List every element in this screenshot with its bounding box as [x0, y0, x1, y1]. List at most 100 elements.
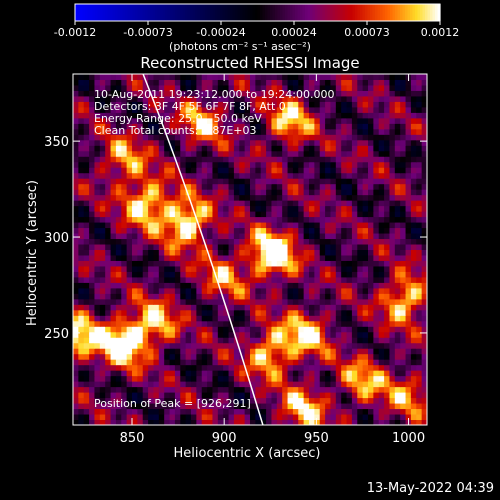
- heatmap-cell: [185, 74, 192, 80]
- heatmap-cell: [351, 370, 358, 377]
- heatmap-cell: [389, 304, 396, 311]
- heatmap-cell: [121, 238, 128, 245]
- heatmap-cell: [191, 419, 197, 426]
- heatmap-cell: [89, 101, 95, 108]
- heatmap-cell: [148, 106, 154, 113]
- heatmap-cell: [271, 222, 278, 229]
- heatmap-cell: [99, 101, 106, 108]
- heatmap-cell: [78, 249, 85, 256]
- heatmap-cell: [89, 233, 95, 240]
- heatmap-cell: [405, 222, 412, 229]
- heatmap-cell: [196, 298, 203, 305]
- heatmap-cell: [255, 397, 262, 404]
- colorbar-segment: [200, 4, 204, 21]
- heatmap-cell: [309, 90, 315, 97]
- heatmap-cell: [394, 112, 401, 119]
- heatmap-cell: [110, 381, 117, 388]
- heatmap-cell: [314, 145, 321, 152]
- heatmap-cell: [233, 183, 240, 190]
- heatmap-cell: [148, 161, 154, 168]
- heatmap-cell: [309, 353, 315, 360]
- heatmap-cell: [191, 304, 197, 311]
- heatmap-cell: [410, 178, 417, 185]
- heatmap-cell: [196, 134, 203, 141]
- heatmap-cell: [110, 249, 117, 256]
- heatmap-cell: [346, 200, 353, 207]
- heatmap-cell: [405, 293, 412, 300]
- heatmap-cell: [330, 304, 337, 311]
- heatmap-cell: [73, 309, 79, 316]
- heatmap-cell: [319, 359, 326, 366]
- heatmap-cell: [384, 211, 390, 218]
- heatmap-cell: [201, 101, 208, 108]
- heatmap-cell: [239, 112, 246, 119]
- heatmap-cell: [298, 260, 305, 267]
- heatmap-cell: [250, 150, 256, 157]
- heatmap-cell: [78, 381, 85, 388]
- heatmap-cell: [400, 227, 407, 234]
- heatmap-cell: [110, 227, 117, 234]
- heatmap-cell: [191, 298, 197, 305]
- heatmap-cell: [121, 265, 128, 272]
- heatmap-cell: [223, 238, 230, 245]
- heatmap-cell: [330, 408, 337, 415]
- heatmap-cell: [142, 254, 149, 261]
- heatmap-cell: [207, 342, 213, 349]
- heatmap-cell: [201, 392, 208, 399]
- heatmap-cell: [94, 419, 101, 426]
- heatmap-cell: [410, 375, 417, 382]
- heatmap-cell: [223, 320, 230, 327]
- heatmap-cell: [164, 271, 171, 278]
- heatmap-cell: [169, 183, 176, 190]
- heatmap-cell: [287, 348, 294, 355]
- heatmap-cell: [233, 408, 240, 415]
- heatmap-cell: [164, 403, 171, 410]
- heatmap-cell: [185, 183, 192, 190]
- heatmap-cell: [105, 200, 112, 207]
- heatmap-cell: [185, 178, 192, 185]
- heatmap-cell: [319, 414, 326, 421]
- heatmap-cell: [400, 249, 407, 256]
- heatmap-cell: [266, 375, 272, 382]
- heatmap-cell: [319, 298, 326, 305]
- heatmap-cell: [73, 211, 79, 218]
- heatmap-cell: [378, 101, 385, 108]
- heatmap-cell: [416, 298, 423, 305]
- heatmap-cell: [260, 254, 267, 261]
- heatmap-cell: [260, 392, 267, 399]
- heatmap-cell: [325, 419, 331, 426]
- heatmap-cell: [287, 172, 294, 179]
- heatmap-cell: [185, 276, 192, 283]
- heatmap-cell: [373, 90, 380, 97]
- heatmap-cell: [346, 216, 353, 223]
- heatmap-cell: [378, 205, 385, 212]
- heatmap-cell: [89, 353, 95, 360]
- heatmap-cell: [174, 320, 181, 327]
- heatmap-cell: [83, 265, 90, 272]
- heatmap-cell: [196, 419, 203, 426]
- heatmap-cell: [373, 293, 380, 300]
- heatmap-cell: [73, 117, 79, 124]
- heatmap-cell: [99, 364, 106, 371]
- heatmap-cell: [174, 304, 181, 311]
- heatmap-cell: [282, 348, 289, 355]
- heatmap-cell: [394, 244, 401, 250]
- heatmap-cell: [303, 101, 310, 108]
- heatmap-cell: [335, 403, 342, 410]
- heatmap-cell: [94, 353, 101, 360]
- heatmap-cell: [73, 408, 79, 415]
- heatmap-cell: [362, 205, 369, 212]
- heatmap-cell: [110, 128, 117, 135]
- heatmap-cell: [185, 326, 192, 333]
- heatmap-cell: [298, 276, 305, 283]
- heatmap-cell: [362, 326, 369, 333]
- heatmap-cell: [196, 95, 203, 102]
- heatmap-cell: [191, 260, 197, 267]
- heatmap-cell: [207, 271, 213, 278]
- heatmap-cell: [325, 331, 331, 338]
- heatmap-cell: [137, 315, 144, 322]
- heatmap-cell: [169, 276, 176, 283]
- heatmap-cell: [260, 227, 267, 234]
- heatmap-cell: [217, 161, 224, 168]
- heatmap-cell: [378, 403, 385, 410]
